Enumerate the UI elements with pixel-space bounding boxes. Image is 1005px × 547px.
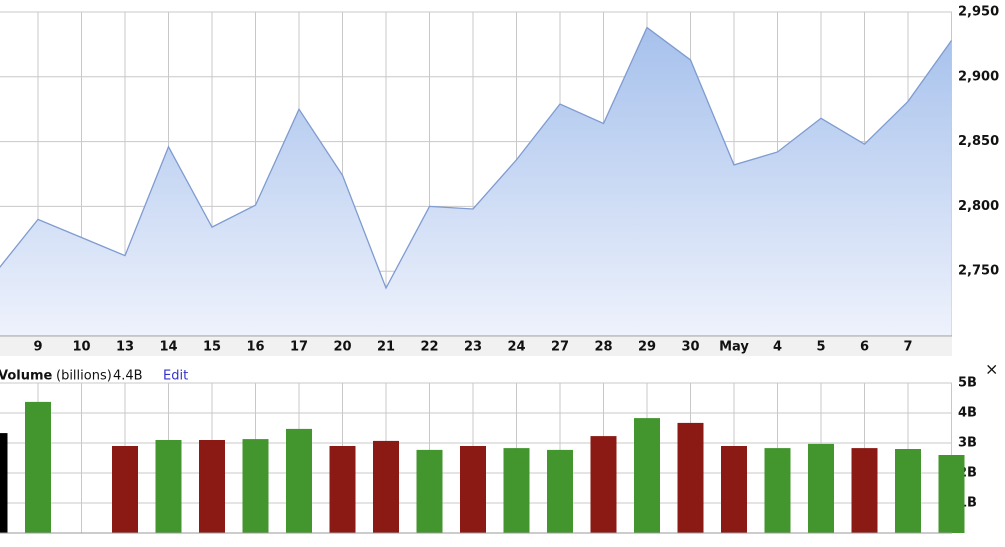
volume-bar (0, 433, 8, 533)
x-tick-label: 24 (507, 340, 525, 355)
volume-bar (895, 449, 921, 533)
volume-bar (590, 436, 617, 533)
x-tick-label: 4 (773, 340, 782, 355)
x-tick-label: 10 (72, 340, 90, 355)
x-tick-label: 15 (203, 340, 221, 355)
x-tick-label: 22 (420, 340, 438, 355)
y-tick-label: 2,900 (958, 69, 999, 84)
x-tick-label: 29 (638, 340, 656, 355)
volume-bar (286, 428, 312, 533)
volume-bar (242, 439, 269, 533)
x-axis-band (0, 337, 952, 356)
y-tick-label: 5B (958, 376, 977, 391)
edit-link[interactable]: Edit (163, 369, 188, 384)
volume-bar (329, 446, 356, 533)
volume-bar (416, 449, 443, 533)
y-tick-label: 4B (958, 406, 977, 421)
volume-bar (25, 401, 51, 533)
x-tick-label: 16 (246, 340, 264, 355)
x-tick-label: 9 (33, 340, 42, 355)
close-button[interactable]: × (985, 360, 998, 379)
x-tick-label: 6 (860, 340, 869, 355)
volume-bar (155, 440, 182, 533)
volume-bar (808, 443, 834, 533)
x-tick-label: 7 (903, 340, 912, 355)
y-tick-label: 2,750 (958, 264, 999, 279)
volume-bar (199, 440, 225, 533)
volume-bar (503, 448, 530, 533)
y-tick-label: 3B (958, 436, 977, 451)
volume-bar (721, 446, 747, 533)
volume-subtitle: (billions) (56, 369, 112, 384)
price-line (0, 26, 953, 290)
volume-bar (460, 446, 486, 533)
x-tick-label: 27 (551, 340, 569, 355)
volume-bar (677, 422, 704, 533)
volume-bar (938, 455, 965, 533)
x-tick-label: 30 (681, 340, 699, 355)
volume-bar (851, 448, 878, 533)
x-tick-label: 20 (333, 340, 351, 355)
x-tick-label: 5 (816, 340, 825, 355)
x-tick-label: 14 (159, 340, 177, 355)
volume-bar (764, 448, 791, 533)
area (0, 27, 952, 336)
volume-latest: 4.4B (113, 369, 143, 384)
y-tick-label: 2,800 (958, 199, 999, 214)
x-tick-label: 28 (594, 340, 612, 355)
x-tick-label: 13 (116, 340, 134, 355)
volume-bar (634, 418, 660, 533)
y-tick-label: 2,850 (958, 134, 999, 149)
volume-bar (112, 446, 138, 533)
x-tick-label: 21 (377, 340, 395, 355)
volume-title: Volume (0, 369, 53, 384)
y-tick-label: 2,950 (958, 5, 999, 20)
x-tick-label: May (719, 340, 749, 355)
volume-bar (373, 440, 399, 533)
x-tick-label: 23 (464, 340, 482, 355)
x-tick-label: 17 (290, 340, 308, 355)
volume-bar (547, 449, 573, 533)
